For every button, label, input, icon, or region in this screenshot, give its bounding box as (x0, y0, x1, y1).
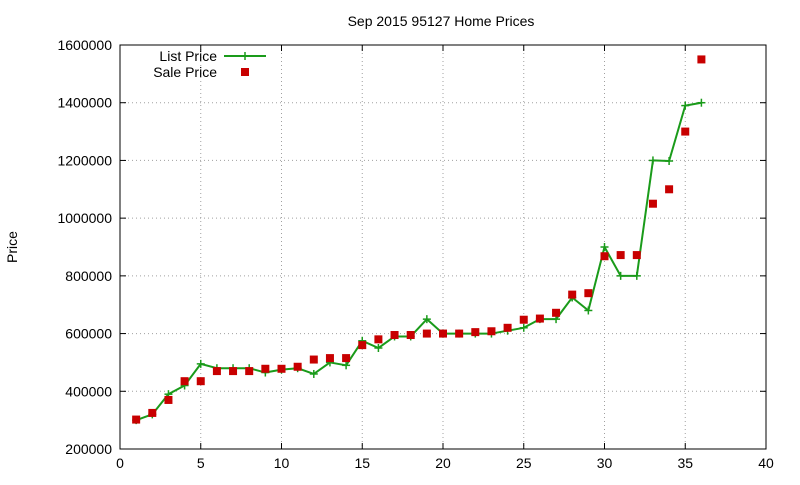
sale-price-point (681, 127, 690, 136)
ticks-layer: 0 5 10 15 20 25 30 35 40 200000 400000 600000 800000… (57, 37, 774, 471)
list-price-point (681, 101, 690, 110)
sale-price-point (584, 289, 593, 298)
x-tick-label: 35 (677, 455, 693, 471)
sale-price-point (342, 354, 351, 363)
y-tick-label: 400000 (65, 383, 112, 399)
list-price-line (135, 101, 702, 422)
sale-price-point (277, 364, 286, 373)
y-tick-label: 1000000 (57, 210, 112, 226)
sale-price-point (422, 329, 431, 338)
sale-price-point (535, 314, 544, 323)
sale-price-point (697, 55, 706, 64)
sale-price-point (132, 415, 141, 424)
sale-price-point (164, 395, 173, 404)
x-tick-label: 25 (516, 455, 532, 471)
sale-price-point (293, 362, 302, 371)
list-price-point (374, 344, 383, 352)
list-price-point (422, 315, 431, 324)
y-tick-label: 200000 (65, 441, 112, 457)
sale-price-point (196, 377, 205, 386)
x-tick-label: 40 (758, 455, 774, 471)
list-price-point (342, 361, 351, 370)
sale-price-point (471, 328, 480, 337)
y-tick-label: 800000 (65, 268, 112, 284)
list-price-point (519, 323, 528, 332)
list-price-point (600, 243, 609, 251)
x-tick-label: 10 (274, 455, 290, 471)
y-tick-label: 1200000 (57, 152, 112, 168)
legend-plus-marker (241, 52, 249, 60)
x-tick-label: 30 (597, 455, 613, 471)
sale-price-point (212, 367, 221, 376)
y-axis-label: Price (4, 231, 20, 263)
sale-price-point (245, 367, 254, 376)
sale-price-point (487, 327, 496, 336)
legend-label-sale-price: Sale Price (153, 64, 217, 80)
x-tick-label: 20 (435, 455, 451, 471)
sale-price-point (455, 329, 464, 338)
sale-price-point (229, 367, 238, 376)
y-tick-label: 1400000 (57, 95, 112, 111)
sale-price-point (309, 355, 318, 364)
x-tick-label: 5 (197, 455, 205, 471)
sale-price-point (406, 331, 415, 340)
grid-layer (120, 45, 766, 449)
sale-price-point (261, 364, 270, 373)
sale-price-point (616, 251, 625, 260)
sale-price-point (148, 408, 157, 417)
y-tick-label: 600000 (65, 326, 112, 342)
chart-title: Sep 2015 95127 Home Prices (348, 13, 535, 29)
y-tick-label: 1600000 (57, 37, 112, 53)
sale-price-point (600, 252, 609, 261)
sale-price-point (390, 331, 399, 340)
sale-price-point (665, 185, 674, 194)
list-price-point (632, 271, 641, 280)
legend: List Price Sale Price (153, 48, 266, 80)
sale-price-point (552, 308, 561, 317)
legend-label-list-price: List Price (159, 48, 217, 64)
list-price-point (309, 369, 318, 378)
list-price-point (665, 157, 674, 166)
legend-marker-sale-price (241, 68, 249, 76)
sale-price-point (503, 323, 512, 332)
x-tick-label: 15 (354, 455, 370, 471)
sale-price-point (568, 290, 577, 299)
list-price-point (697, 98, 706, 107)
list-price-point (616, 271, 625, 280)
series-layer (132, 55, 706, 425)
list-price-point (584, 306, 593, 315)
sale-price-point (632, 251, 641, 260)
sale-price-point (648, 199, 657, 208)
sale-price-point (374, 335, 383, 344)
sale-price-point (358, 341, 367, 350)
sale-price-point (325, 354, 334, 363)
sale-price-point (519, 315, 528, 324)
list-price-point (196, 359, 205, 368)
legend-marker-list-price (241, 52, 249, 60)
list-price-point (648, 156, 657, 165)
sale-price-point (180, 377, 189, 386)
sale-price-point (439, 329, 447, 338)
x-tick-label: 0 (116, 455, 124, 471)
